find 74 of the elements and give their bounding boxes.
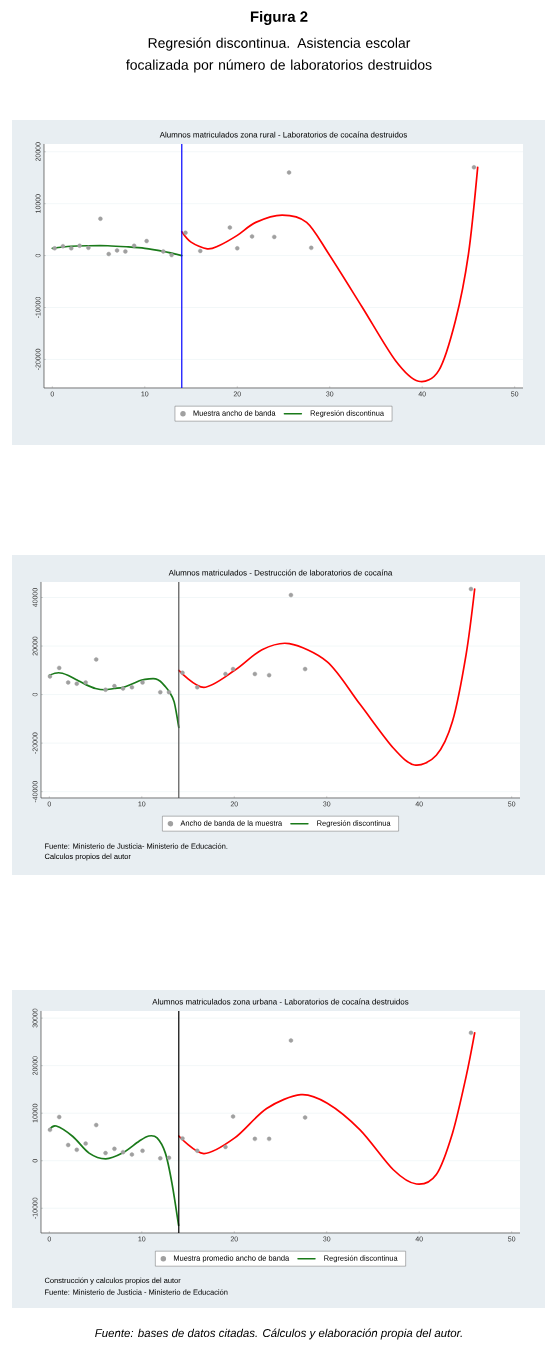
point — [94, 657, 99, 662]
point — [106, 251, 111, 257]
point — [183, 230, 188, 235]
point — [140, 1148, 145, 1153]
point — [129, 1152, 135, 1157]
point — [180, 1136, 185, 1141]
point — [166, 689, 172, 695]
point — [65, 680, 71, 685]
point — [195, 685, 200, 690]
point — [112, 683, 117, 689]
point — [98, 216, 103, 221]
point — [302, 1115, 308, 1120]
point — [52, 246, 57, 251]
point — [266, 1136, 272, 1142]
point — [252, 671, 258, 677]
point — [112, 1146, 117, 1152]
point — [180, 670, 185, 675]
point — [69, 246, 74, 251]
point — [223, 671, 228, 677]
point — [266, 672, 272, 678]
point — [288, 1038, 294, 1043]
point — [471, 165, 477, 170]
point — [129, 685, 135, 690]
point — [140, 680, 145, 685]
point — [468, 1030, 474, 1036]
point — [57, 665, 62, 671]
point — [57, 1114, 62, 1120]
line-series — [51, 244, 183, 257]
line-series — [177, 1032, 476, 1185]
point — [169, 252, 174, 258]
point — [230, 1114, 236, 1119]
point — [47, 1127, 53, 1133]
line-series — [48, 1125, 180, 1227]
point — [131, 243, 137, 248]
point — [94, 1122, 99, 1128]
line-series — [177, 588, 476, 766]
point — [83, 680, 88, 685]
point — [86, 245, 91, 251]
point — [468, 586, 474, 592]
point — [272, 234, 277, 240]
point — [144, 238, 149, 244]
point — [198, 248, 203, 254]
point — [252, 1136, 258, 1142]
point — [47, 674, 53, 679]
point — [286, 170, 292, 175]
point — [158, 1156, 163, 1161]
text: Figura 2 — [250, 10, 308, 25]
point — [161, 249, 166, 254]
point — [230, 666, 236, 672]
point — [83, 1141, 88, 1146]
point — [195, 1148, 200, 1153]
point — [227, 225, 233, 230]
line-series — [180, 166, 479, 383]
point — [249, 234, 255, 239]
point — [223, 1144, 228, 1150]
point — [114, 248, 120, 253]
point — [166, 1155, 172, 1161]
point — [309, 245, 314, 251]
point — [77, 243, 82, 248]
point — [302, 666, 308, 672]
text: Regresión discontinua. Asistencia escolar focalizada por número de laboratorios destruidos — [126, 37, 432, 73]
point — [123, 249, 128, 254]
point — [158, 689, 163, 695]
point — [288, 592, 294, 598]
source-note: Fuente: bases de datos citadas. Cálculos y elaboración propia del autor. — [95, 1328, 462, 1340]
point — [74, 1147, 79, 1152]
point — [60, 244, 66, 249]
point — [120, 1149, 126, 1155]
point — [65, 1142, 71, 1148]
point — [103, 1150, 108, 1156]
point — [103, 687, 108, 692]
point — [120, 686, 126, 691]
point — [74, 681, 79, 686]
point — [235, 246, 240, 251]
